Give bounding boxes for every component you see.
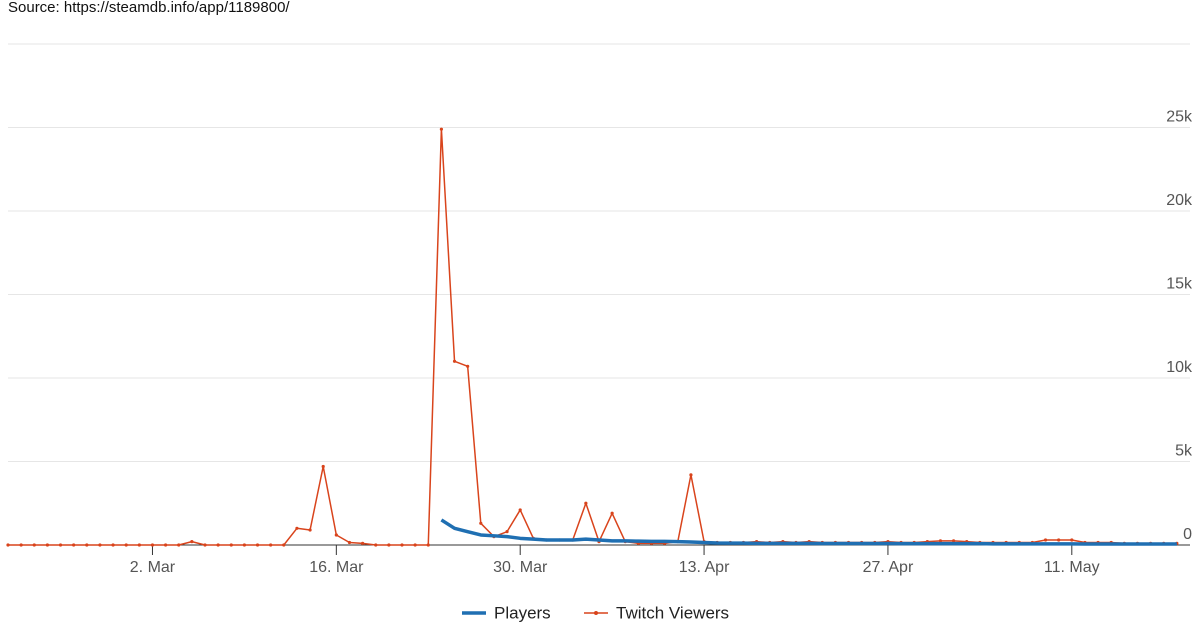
y-tick-label: 0 (1183, 526, 1192, 543)
point (111, 543, 115, 547)
point (85, 543, 89, 547)
point (269, 543, 273, 547)
point (32, 543, 36, 547)
x-tick-label: 27. Apr (863, 559, 914, 576)
legend-label: Twitch Viewers (616, 603, 729, 622)
point (19, 543, 23, 547)
point (387, 543, 391, 547)
point (216, 543, 220, 547)
series-line (8, 128, 1177, 546)
point (295, 526, 299, 530)
point (1057, 538, 1061, 542)
point (400, 543, 404, 547)
point (505, 530, 509, 534)
point (334, 533, 338, 537)
point (452, 359, 457, 363)
y-tick-label: 25k (1166, 109, 1193, 126)
point (150, 543, 155, 547)
point (374, 543, 378, 547)
legend-label: Players (494, 603, 551, 622)
point (282, 543, 286, 547)
point (938, 539, 943, 543)
point (6, 543, 10, 547)
y-tick-label: 20k (1166, 192, 1193, 209)
point (413, 543, 417, 547)
y-tick-label: 5k (1175, 443, 1193, 460)
point (1070, 538, 1074, 542)
series-line (440, 518, 1177, 546)
point (361, 541, 365, 545)
x-tick-label: 11. May (1044, 559, 1100, 576)
point (255, 543, 260, 547)
point (203, 543, 207, 547)
point (98, 543, 102, 547)
point (164, 543, 168, 547)
point (952, 539, 956, 543)
point (479, 521, 483, 525)
point (242, 543, 246, 547)
point (137, 543, 141, 547)
point (1043, 538, 1048, 542)
point (584, 501, 588, 505)
point (689, 473, 693, 477)
point (177, 543, 181, 547)
point (124, 543, 128, 547)
x-tick-label: 2. Mar (130, 559, 176, 576)
x-tick-label: 16. Mar (309, 559, 364, 576)
y-tick-label: 15k (1166, 276, 1193, 293)
point (439, 127, 443, 131)
y-tick-label: 10k (1166, 359, 1193, 376)
point (610, 511, 614, 515)
point (58, 543, 63, 547)
point (72, 543, 76, 547)
point (308, 528, 312, 532)
point (190, 540, 194, 544)
point (321, 464, 325, 469)
point (518, 508, 522, 512)
legend-marker (594, 611, 598, 615)
point (347, 540, 352, 545)
point (229, 543, 233, 547)
point (466, 364, 470, 368)
point (45, 543, 50, 547)
point (426, 543, 430, 547)
source: Source: https://steamdb.info/app/1189800… (8, 0, 290, 16)
x-tick-label: 13. Apr (679, 559, 730, 576)
x-tick-label: 30. Mar (493, 559, 548, 576)
